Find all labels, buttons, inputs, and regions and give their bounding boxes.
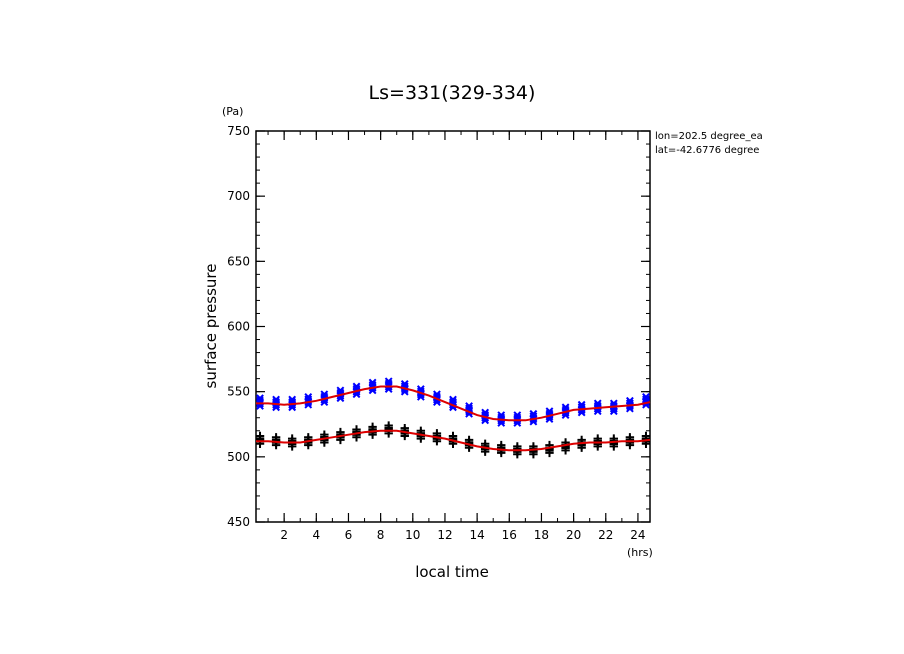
data-point-plus <box>400 423 409 433</box>
data-point-x <box>465 402 473 410</box>
fit-line <box>256 429 651 452</box>
data-point-plus <box>255 431 265 441</box>
y-tick-label: 700 <box>227 189 250 203</box>
x-tick-label: 10 <box>405 528 420 542</box>
data-point-x <box>561 403 570 412</box>
x-tick-label: 24 <box>630 528 645 542</box>
data-point-x <box>416 385 425 393</box>
data-point-x <box>529 409 538 418</box>
y-tick-label: 650 <box>227 254 250 268</box>
x-axis-label: local time <box>415 563 489 581</box>
data-point-plus <box>464 435 474 445</box>
data-point-x <box>481 408 490 417</box>
x-axis-unit: (hrs) <box>627 546 653 559</box>
data-point-plus <box>352 425 361 434</box>
data-point-x <box>449 395 457 404</box>
data-point-plus <box>271 433 281 442</box>
y-tick-label: 450 <box>227 515 250 529</box>
annotation-lon: lon=202.5 degree_ea <box>655 131 763 142</box>
data-point-x <box>320 390 329 399</box>
data-point-plus <box>384 421 393 430</box>
data-point-plus <box>287 434 297 443</box>
data-point-x <box>625 396 634 405</box>
data-point-x <box>336 386 345 395</box>
x-tick-label: 8 <box>377 528 385 542</box>
y-tick-label: 550 <box>227 385 250 399</box>
data-point-x <box>433 390 441 399</box>
y-axis-label: surface pressure <box>202 264 220 389</box>
chart-title: Ls=331(329-334) <box>369 82 536 104</box>
x-tick-label: 12 <box>437 528 452 542</box>
x-tick-label: 2 <box>280 528 288 542</box>
plot-frame <box>255 130 651 523</box>
data-point-plus <box>416 426 426 435</box>
data-point-plus <box>625 433 635 442</box>
data-point-plus <box>448 431 458 441</box>
data-point-plus <box>304 433 313 442</box>
y-tick-label: 500 <box>227 450 250 464</box>
data-point-x <box>497 411 506 420</box>
data-point-plus <box>320 430 329 439</box>
data-point-x <box>256 394 264 403</box>
data-point-x <box>577 400 586 409</box>
x-tick-label: 6 <box>345 528 353 542</box>
x-tick-label: 20 <box>566 528 581 542</box>
x-tick-label: 16 <box>502 528 517 542</box>
data-point-x <box>304 392 313 401</box>
annotation-lat: lat=-42.6776 degree <box>655 145 759 156</box>
data-point-x <box>642 392 650 401</box>
data-point-plus <box>336 427 345 437</box>
x-tick-label: 18 <box>534 528 549 542</box>
x-tick-label: 22 <box>598 528 613 542</box>
data-point-x <box>513 411 522 420</box>
data-point-plus <box>480 439 490 448</box>
y-tick-label: 600 <box>227 320 250 334</box>
x-tick-label: 14 <box>469 528 484 542</box>
fit-line <box>256 385 651 422</box>
data-point-x <box>352 382 361 391</box>
data-point-plus <box>593 434 602 443</box>
data-point-x <box>400 379 409 388</box>
data-point-x <box>593 399 602 408</box>
y-axis-unit: (Pa) <box>222 105 243 118</box>
y-tick-label: 750 <box>227 124 250 138</box>
data-point-plus <box>513 442 522 451</box>
data-point-x <box>272 395 281 404</box>
data-point-plus <box>641 431 651 441</box>
data-point-plus <box>497 440 506 450</box>
data-point-x <box>545 407 554 416</box>
data-point-plus <box>432 429 442 438</box>
data-point-plus <box>368 422 377 432</box>
data-point-x <box>384 377 393 386</box>
data-point-x <box>368 378 377 387</box>
x-tick-label: 4 <box>312 528 320 542</box>
data-point-x <box>642 395 650 404</box>
data-point-x <box>288 395 297 404</box>
